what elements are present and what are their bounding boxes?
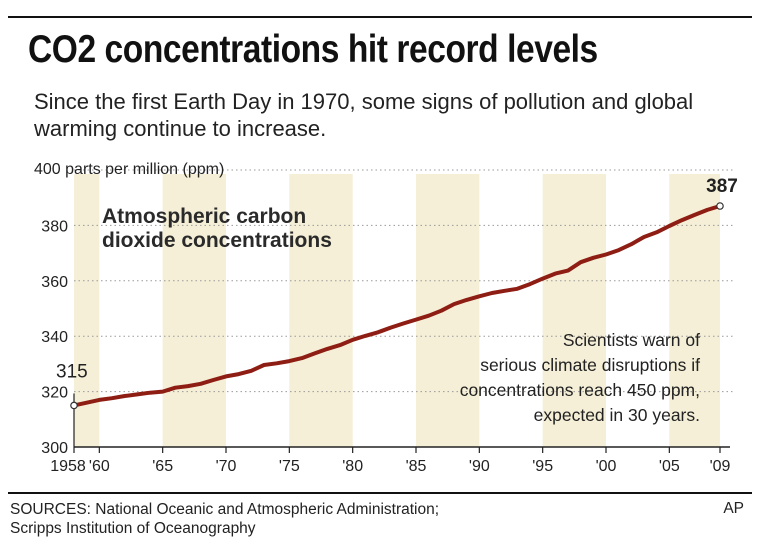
year-band: [669, 174, 720, 447]
x-tick-label: '70: [216, 458, 237, 475]
year-band: [542, 174, 606, 447]
year-band: [289, 174, 353, 447]
endpoint-labels: 315 387: [56, 176, 738, 410]
annotation-line-3: concentrations reach 450 ppm,: [460, 380, 700, 400]
page-subtitle: Since the first Earth Day in 1970, some …: [34, 89, 694, 141]
annotation-line-2: serious climate disruptions if: [480, 355, 700, 375]
x-tick-label: '05: [659, 458, 680, 475]
unit-label: 400 parts per million (ppm): [34, 161, 224, 178]
x-tick-label: 1958: [50, 458, 86, 475]
co2-line: [72, 204, 722, 408]
sources-line-1: SOURCES: National Oceanic and Atmospheri…: [10, 501, 440, 518]
y-tick-label: 380: [41, 218, 68, 235]
x-tick-labels: 1958'60 '65 '70 '75 '80 '85 '90 '95 '00 '05 '09: [50, 447, 731, 475]
climate-annotation: Scientists warn of serious climate disru…: [460, 330, 700, 425]
x-tick-label: '65: [152, 458, 173, 475]
bottom-rule: [8, 492, 752, 494]
co2-series: [72, 204, 722, 408]
y-tick-labels: 300 320 340 360 380: [41, 218, 68, 457]
inset-title-line-1: Atmospheric carbon: [102, 205, 306, 228]
x-tick-label: '90: [469, 458, 490, 475]
end-value-label: 387: [706, 176, 738, 197]
year-band: [416, 174, 480, 447]
x-tick-label: '75: [279, 458, 300, 475]
x-tick-label: '85: [406, 458, 427, 475]
inset-title-line-2: dioxide concentrations: [102, 229, 332, 252]
y-tick-label: 300: [41, 440, 68, 457]
x-tick-label: '09: [710, 458, 731, 475]
top-rule: [8, 16, 752, 18]
x-tick-label: '00: [596, 458, 617, 475]
y-tick-label: 360: [41, 274, 68, 291]
annotation-line-4: expected in 30 years.: [534, 405, 700, 425]
year-bands: [74, 174, 720, 447]
y-tick-label: 340: [41, 329, 68, 346]
co2-line-chart: 400 parts per million (ppm) 300 320 340 360…: [34, 161, 738, 475]
x-tick-label: '60: [89, 458, 110, 475]
gridlines: [74, 169, 734, 393]
y-tick-label: 320: [41, 385, 68, 402]
sources-note: SOURCES: National Oceanic and Atmospheri…: [10, 500, 439, 538]
page-title: CO2 concentrations hit record levels: [28, 28, 598, 71]
annotation-line-1: Scientists warn of: [563, 330, 700, 350]
credit-ap: AP: [723, 500, 744, 517]
sources-line-2: Scripps Institution of Oceanography: [10, 520, 256, 537]
end-point-marker: [716, 202, 724, 210]
year-band: [162, 174, 226, 447]
x-tick-label: '80: [342, 458, 363, 475]
start-point-marker: [70, 401, 78, 410]
start-value-label: 315: [56, 361, 88, 382]
x-tick-label: '95: [532, 458, 553, 475]
